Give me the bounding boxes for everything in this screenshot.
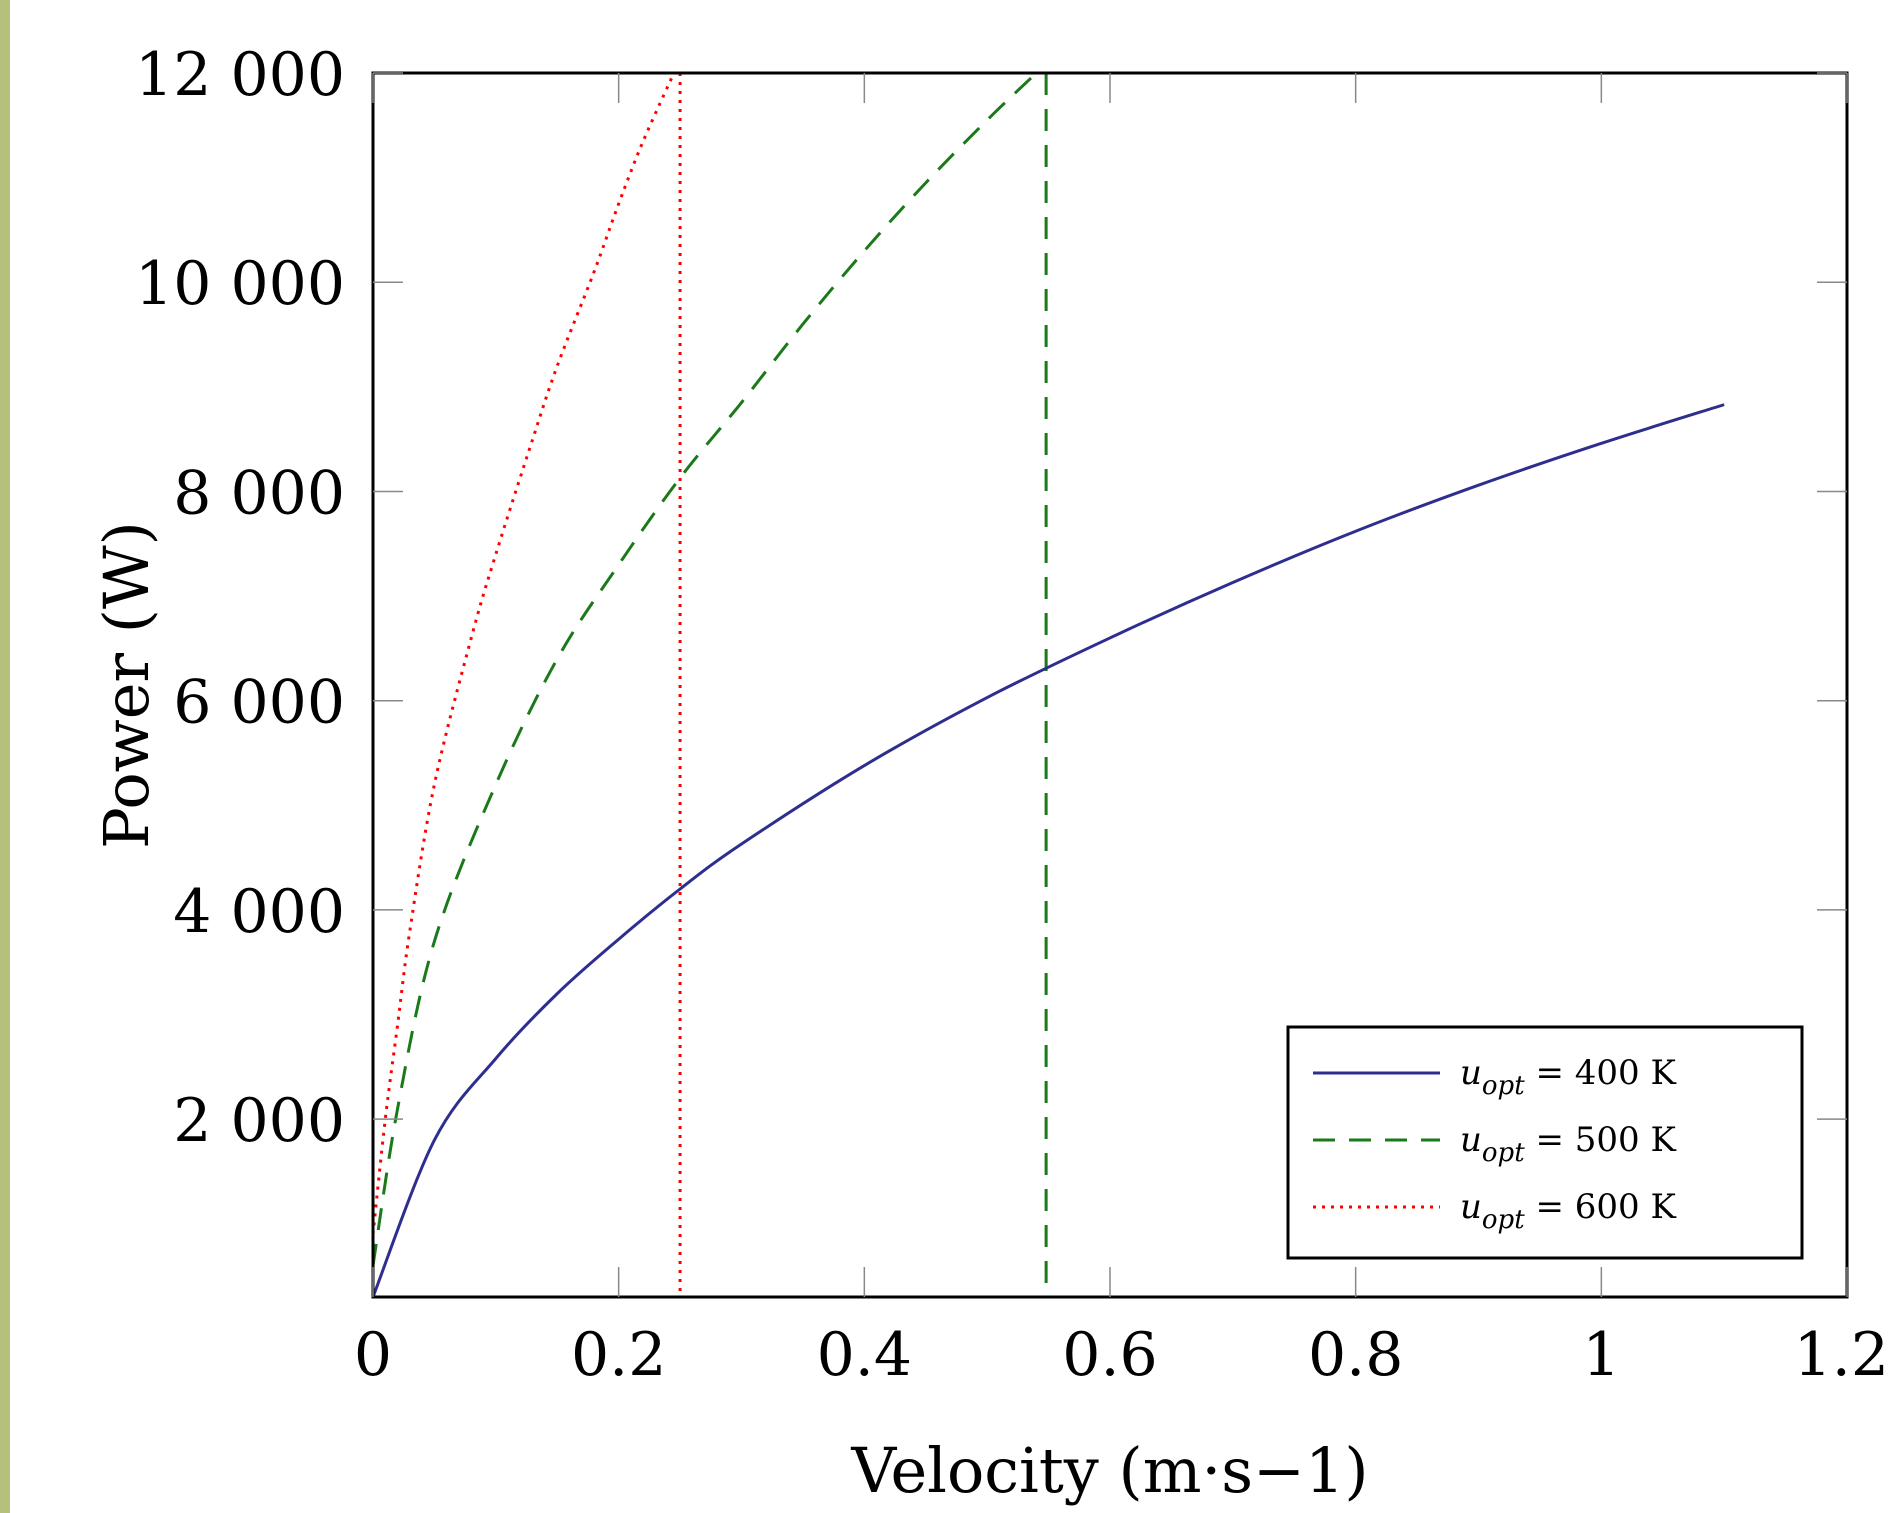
x-tick-label: 0.2 [571, 1320, 666, 1390]
x-tick-label: 0 [354, 1320, 392, 1390]
y-tick-label: 8 000 [173, 458, 345, 528]
axis-tick-labels: 0 0.2 0.4 0.6 0.8 1 1.2 2 000 4 000 6 000 8 000 10 … [135, 40, 1889, 1390]
axis-ticks [372, 72, 1848, 1297]
y-axis-title: Power (W) [90, 521, 163, 849]
legend-label: uopt = 600 K [1460, 1187, 1676, 1235]
vertical-reference-lines [678, 73, 1048, 1297]
left-margin-bar [0, 0, 10, 1513]
series-line [371, 403, 1725, 1298]
legend-box [1286, 1025, 1804, 1260]
legend: uopt = 400 K uopt = 500 K uopt = 600 K [1286, 1025, 1804, 1260]
series-line [371, 71, 1038, 1266]
y-tick-label: 4 000 [173, 877, 345, 947]
legend-label: uopt = 500 K [1460, 1120, 1676, 1168]
y-tick-label: 2 000 [173, 1086, 345, 1156]
x-tick-label: 0.6 [1062, 1320, 1157, 1390]
x-tick-label: 1.2 [1794, 1320, 1889, 1390]
y-tick-label: 10 000 [135, 249, 345, 319]
legend-label: uopt = 400 K [1460, 1053, 1676, 1101]
series-line [371, 72, 676, 1235]
y-tick-label: 12 000 [135, 40, 345, 110]
series-layer [371, 71, 1725, 1298]
x-tick-label: 1 [1582, 1320, 1620, 1390]
x-tick-label: 0.8 [1308, 1320, 1403, 1390]
x-axis-title: Velocity (m·s−1) [850, 1434, 1368, 1507]
x-tick-label: 0.4 [817, 1320, 912, 1390]
y-tick-label: 6 000 [173, 668, 345, 738]
